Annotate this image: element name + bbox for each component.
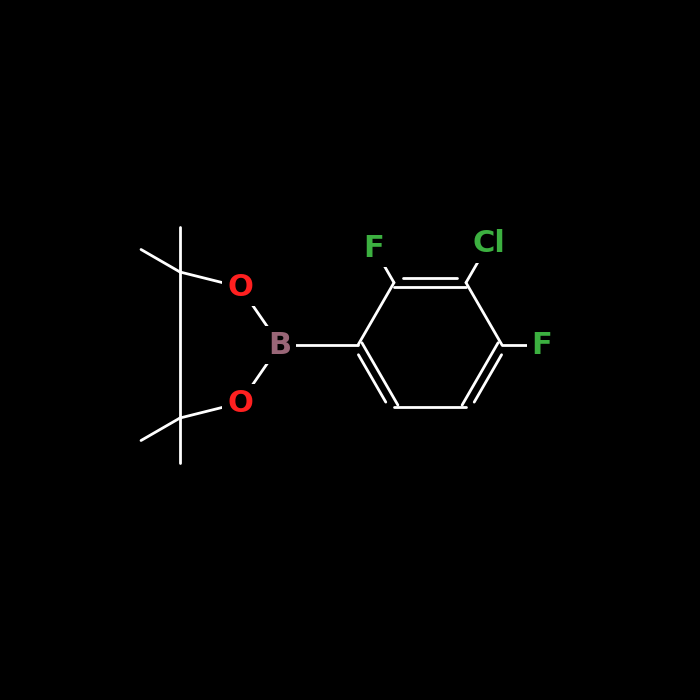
Text: F: F bbox=[531, 330, 552, 360]
Text: Cl: Cl bbox=[472, 229, 505, 258]
Text: B: B bbox=[268, 330, 292, 360]
Text: F: F bbox=[363, 234, 384, 262]
Text: O: O bbox=[227, 389, 253, 417]
Text: O: O bbox=[227, 272, 253, 302]
